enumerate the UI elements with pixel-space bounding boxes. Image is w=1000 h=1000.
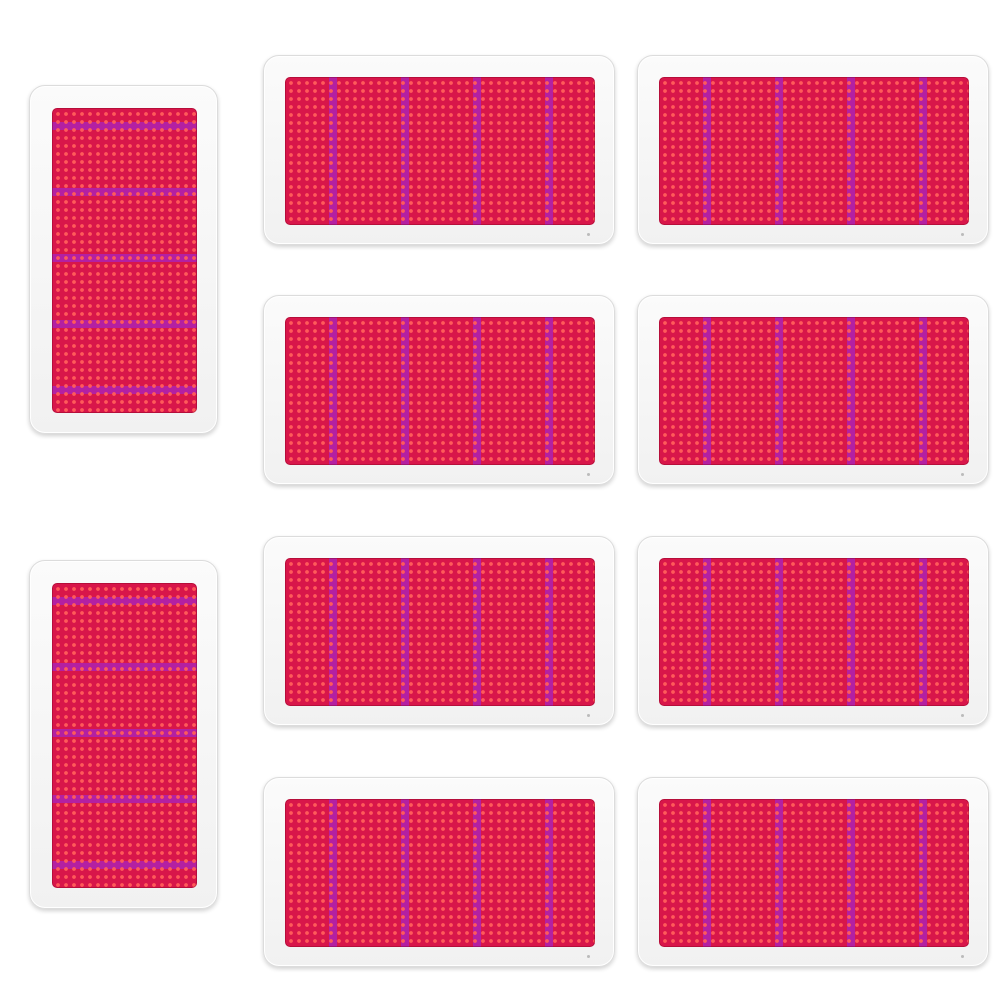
screw-mark [961, 233, 964, 236]
led-array [285, 317, 595, 465]
screw-mark [587, 233, 590, 236]
led-grow-light-panel-row3-col1 [263, 536, 615, 726]
led-grow-light-panel-left-top [29, 85, 218, 434]
led-grow-light-panel-row1-col1 [263, 55, 615, 245]
screw-mark [587, 955, 590, 958]
led-array [285, 799, 595, 947]
led-array [659, 558, 969, 706]
led-array [659, 799, 969, 947]
led-grow-light-panel-row4-col2 [637, 777, 989, 967]
led-grow-light-panel-row2-col1 [263, 295, 615, 485]
screw-mark [961, 473, 964, 476]
led-array [659, 77, 969, 225]
screw-mark [587, 714, 590, 717]
screw-mark [587, 473, 590, 476]
led-grow-light-panel-row1-col2 [637, 55, 989, 245]
screw-mark [961, 955, 964, 958]
led-array [52, 583, 197, 888]
led-array [285, 558, 595, 706]
led-array [52, 108, 197, 413]
led-grow-light-panel-row4-col1 [263, 777, 615, 967]
led-grow-light-panel-left-bottom [29, 560, 218, 909]
led-grow-light-panel-row3-col2 [637, 536, 989, 726]
led-array [285, 77, 595, 225]
screw-mark [961, 714, 964, 717]
led-array [659, 317, 969, 465]
led-grow-light-panel-row2-col2 [637, 295, 989, 485]
